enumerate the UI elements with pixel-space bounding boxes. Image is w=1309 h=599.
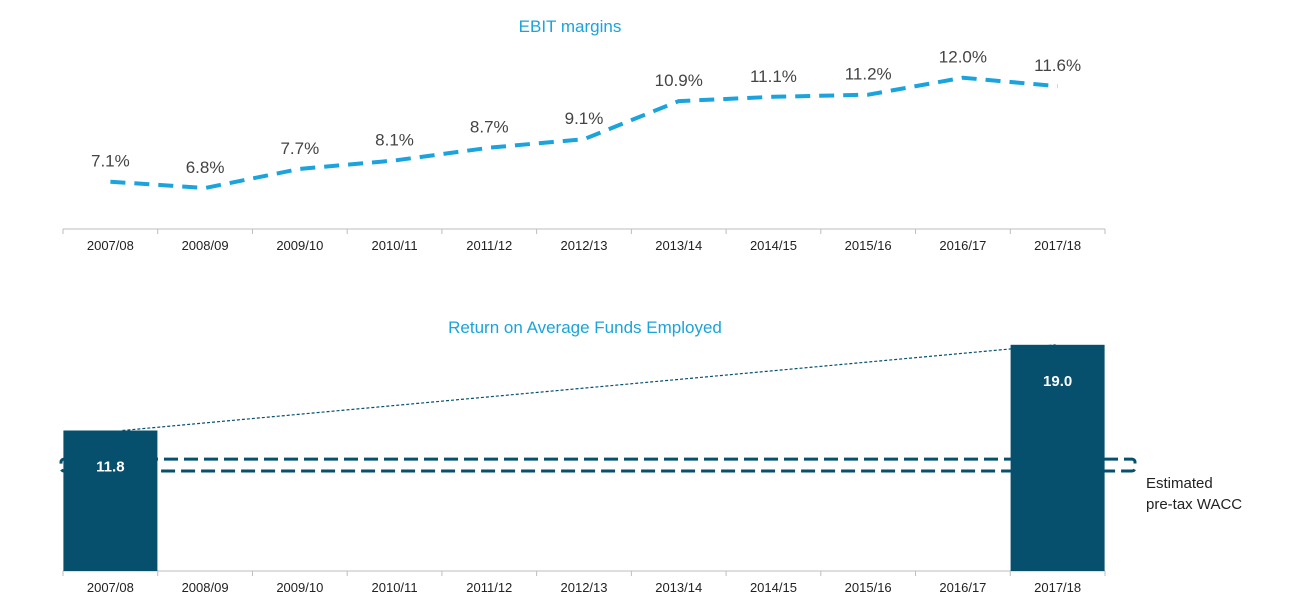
wacc-band [59,457,1137,473]
ebit-data-label: 12.0% [939,48,987,67]
rafe-x-tick-labels: 2007/08 2008/09 2009/10 2010/11 2011/12 2012/… [87,580,1081,595]
rafe-x-tick-label: 2016/17 [939,580,986,595]
ebit-data-label: 8.1% [375,131,414,150]
ebit-data-label: 11.6% [1034,56,1081,75]
rafe-x-tick-label: 2013/14 [655,580,702,595]
ebit-x-tick-label: 2015/16 [845,238,892,253]
ebit-x-tick-label: 2009/10 [276,238,323,253]
ebit-x-tick-label: 2013/14 [655,238,702,253]
ebit-x-tick-label: 2012/13 [561,238,608,253]
ebit-data-label: 9.1% [565,109,604,128]
rafe-bar [63,430,158,571]
ebit-data-labels: 7.1% 6.8% 7.7% 8.1% 8.7% 9.1% 10.9% 11.1% 11.2% 1… [91,48,1081,177]
ebit-x-ticks [62,229,1106,234]
rafe-x-tick-label: 2012/13 [561,580,608,595]
rafe-x-tick-label: 2017/18 [1034,580,1081,595]
ebit-margins-chart: EBIT margins 2007/08 2008/09 2009/10 2010/1… [62,17,1106,253]
rafe-bar-label: 11.8 [96,459,124,476]
ebit-data-label: 8.7% [470,118,509,137]
rafe-x-tick-label: 2009/10 [276,580,323,595]
ebit-margin-line [110,75,1058,190]
ebit-x-tick-label: 2017/18 [1034,238,1081,253]
rafe-trend-line [122,344,1056,432]
ebit-x-tick-labels: 2007/08 2008/09 2009/10 2010/11 2011/12 2012/… [87,238,1081,253]
ebit-x-tick-label: 2008/09 [182,238,229,253]
ebit-data-label: 7.7% [280,139,319,158]
wacc-label-line-2: pre-tax WACC [1146,496,1242,513]
ebit-x-tick-label: 2011/12 [466,238,512,253]
ebit-x-tick-label: 2010/11 [372,238,418,253]
ebit-data-label: 11.2% [845,65,892,84]
wacc-label-line-1: Estimated [1146,475,1213,492]
ebit-data-label: 6.8% [186,158,225,177]
rafe-chart: Return on Average Funds Employed 11.8 19.… [59,318,1242,595]
rafe-x-tick-label: 2015/16 [845,580,892,595]
rafe-bar-label: 19.0 [1043,373,1072,390]
rafe-x-tick-label: 2014/15 [750,580,797,595]
rafe-x-tick-label: 2011/12 [466,580,512,595]
rafe-x-ticks [62,571,1106,576]
ebit-x-tick-label: 2016/17 [939,238,986,253]
rafe-x-tick-label: 2007/08 [87,580,134,595]
ebit-data-label: 11.1% [750,67,797,86]
rafe-x-tick-label: 2010/11 [372,580,418,595]
ebit-margins-title: EBIT margins [519,17,622,36]
ebit-x-tick-label: 2007/08 [87,238,134,253]
rafe-title: Return on Average Funds Employed [448,318,722,337]
rafe-bar-labels: 11.8 19.0 [96,373,1072,476]
ebit-data-label: 10.9% [655,71,703,90]
ebit-x-tick-label: 2014/15 [750,238,797,253]
rafe-x-tick-label: 2008/09 [182,580,229,595]
ebit-data-label: 7.1% [91,152,130,171]
